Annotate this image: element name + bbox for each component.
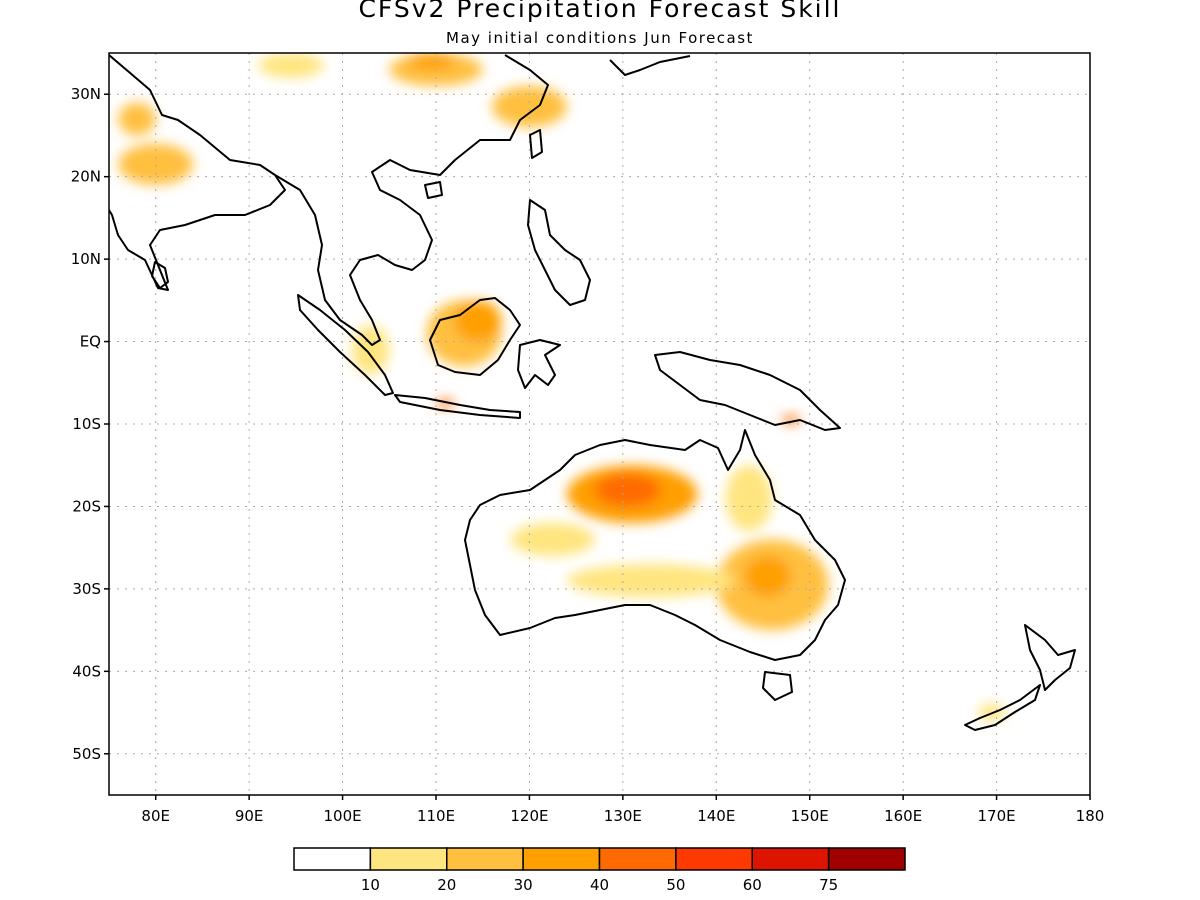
coast-australia: [464, 429, 846, 661]
legend-label: 50: [666, 876, 685, 894]
skill-region: [594, 473, 661, 507]
coast-borneo: [429, 297, 521, 376]
legend-swatch: [446, 847, 524, 871]
coast-tasmania: [762, 671, 793, 701]
skill-region: [566, 564, 735, 598]
lat-tick-label: EQ: [80, 333, 101, 351]
skill-region: [510, 522, 595, 556]
color-legend: 10 20 30 40 50 60 75: [293, 847, 906, 894]
coast-sri-lanka: [151, 261, 169, 289]
lat-tick-label: 20N: [71, 168, 101, 186]
coast-taiwan: [529, 129, 543, 159]
coast-philippines: [527, 199, 591, 306]
lon-tick-label: 90E: [235, 807, 264, 825]
axis-ticks: 30N 20N 10N EQ 10S 20S 30S 40S 50S 80E 90E 100E 110E…: [71, 85, 1105, 825]
lat-tick-label: 30S: [72, 580, 101, 598]
legend-swatch: [369, 847, 448, 871]
skill-region: [118, 143, 194, 185]
skill-shading: [118, 53, 1006, 721]
coast-hainan: [424, 181, 443, 199]
skill-region: [492, 85, 567, 128]
coast-sumatra: [297, 294, 394, 396]
lat-tick-label: 20S: [72, 497, 101, 515]
lat-tick-label: 40S: [72, 662, 101, 680]
grid-lines: [109, 53, 1090, 795]
lon-tick-label: 170E: [978, 807, 1016, 825]
legend-label: 30: [514, 876, 533, 894]
coast-nz-south: [964, 684, 1041, 731]
lat-tick-label: 10N: [71, 250, 101, 268]
lon-tick-label: 160E: [884, 807, 922, 825]
coast-japan: [609, 55, 691, 76]
lat-tick-label: 10S: [72, 415, 101, 433]
coast-java: [394, 394, 521, 419]
lat-tick-label: 30N: [71, 85, 101, 103]
legend-swatch: [751, 847, 830, 871]
map-subtitle: May initial conditions Jun Forecast: [446, 29, 754, 47]
lon-tick-label: 130E: [604, 807, 642, 825]
skill-region: [407, 53, 455, 70]
legend-swatch: [827, 847, 906, 871]
legend-label: 10: [361, 876, 380, 894]
lon-tick-label: 100E: [324, 807, 362, 825]
lon-tick-label: 110E: [417, 807, 455, 825]
coastlines: [109, 54, 1076, 731]
coast-india: [109, 54, 286, 291]
legend-swatch: [598, 847, 677, 871]
legend-swatch: [675, 847, 753, 871]
lon-tick-label: 150E: [791, 807, 829, 825]
skill-region: [258, 53, 324, 78]
skill-region: [744, 555, 792, 598]
lon-tick-label: 120E: [510, 807, 548, 825]
legend-label: 40: [590, 876, 609, 894]
skill-region: [725, 465, 773, 532]
skill-region: [454, 300, 502, 342]
coast-sulawesi: [517, 339, 561, 389]
coast-nz-north: [1024, 624, 1076, 691]
legend-label: 75: [819, 876, 838, 894]
skill-region: [118, 102, 156, 136]
coast-new-guinea: [654, 351, 841, 431]
lon-tick-label: 80E: [141, 807, 170, 825]
legend-swatch: [293, 847, 372, 871]
legend-label: 60: [743, 876, 762, 894]
legend-label: 20: [437, 876, 456, 894]
coast-indochina: [274, 54, 549, 346]
lon-tick-label: 140E: [697, 807, 735, 825]
map-title: CFSv2 Precipitation Forecast Skill: [358, 0, 842, 23]
lon-tick-label: 180: [1076, 807, 1105, 825]
lat-tick-label: 50S: [72, 745, 101, 763]
legend-swatch: [522, 847, 601, 871]
